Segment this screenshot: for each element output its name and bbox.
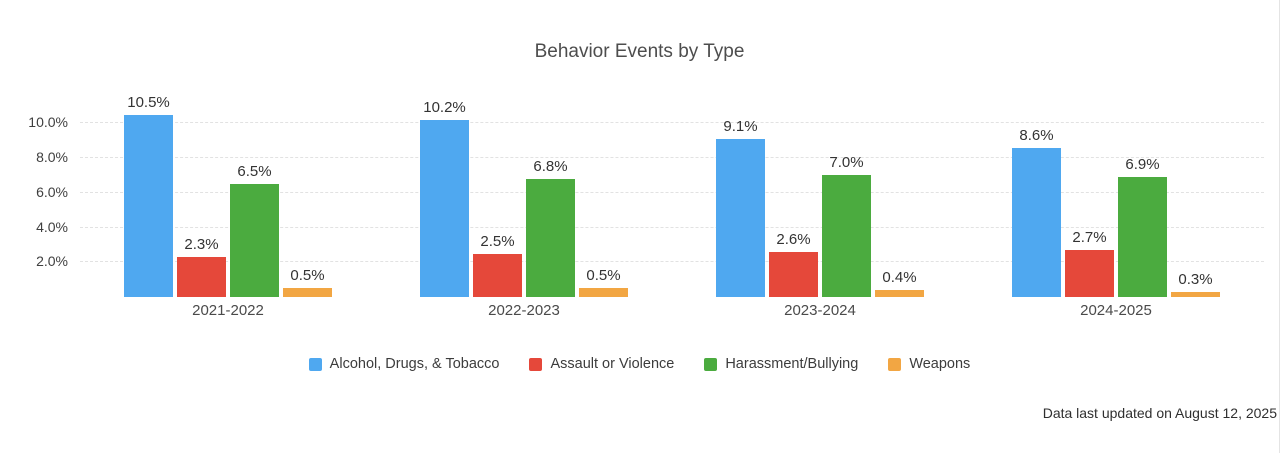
- x-axis-category-label: 2021-2022: [192, 302, 264, 319]
- bar-weapons[interactable]: 0.3%: [1171, 271, 1220, 297]
- bar-value-label: 2.6%: [776, 230, 811, 248]
- bar-group-2023-2024: 9.1% 2.6% 7.0% 0.4%: [672, 85, 968, 297]
- y-axis-tick-label: 4.0%: [36, 218, 68, 235]
- y-axis-tick-label: 6.0%: [36, 183, 68, 200]
- bar-harassment-bullying[interactable]: 6.9%: [1118, 156, 1167, 297]
- bar-value-label: 2.5%: [480, 232, 515, 250]
- bar-value-label: 10.5%: [127, 93, 170, 111]
- bar-alcohol-drugs-tobacco[interactable]: 9.1%: [716, 118, 765, 297]
- legend-swatch-icon: [704, 357, 718, 371]
- bar-harassment-bullying[interactable]: 6.8%: [526, 158, 575, 297]
- bar-alcohol-drugs-tobacco[interactable]: 10.2%: [420, 99, 469, 297]
- bar-cluster: 10.5% 2.3% 6.5% 0.5%: [124, 85, 332, 297]
- legend-swatch-icon: [308, 357, 322, 371]
- bar-value-label: 0.5%: [586, 267, 621, 285]
- gridline: 2.0%: [36, 253, 1264, 269]
- bar-value-label: 6.9%: [1125, 156, 1160, 174]
- bar-value-label: 2.7%: [1072, 229, 1107, 247]
- footer-note: Data last updated on August 12, 2025: [1042, 405, 1277, 421]
- bars-layer: 10.5% 2.3% 6.5% 0.5% 10.2% 2.5% 6.8% 0.5% 9.1% 2.…: [80, 85, 1264, 297]
- legend-swatch-icon: [888, 357, 902, 371]
- legend-label: Harassment/Bullying: [725, 356, 859, 372]
- bar-alcohol-drugs-tobacco[interactable]: 8.6%: [1012, 127, 1061, 297]
- bar-assault-or-violence[interactable]: 2.7%: [1065, 229, 1114, 297]
- gridline: 6.0%: [36, 184, 1264, 200]
- legend-label: Assault or Violence: [550, 356, 675, 372]
- bar-value-label: 10.2%: [423, 98, 466, 116]
- legend-label: Alcohol, Drugs, & Tobacco: [329, 356, 500, 372]
- x-axis-category-label: 2022-2023: [488, 302, 560, 319]
- bar-group-2021-2022: 10.5% 2.3% 6.5% 0.5%: [80, 85, 376, 297]
- bar-group-2024-2025: 8.6% 2.7% 6.9% 0.3%: [968, 85, 1264, 297]
- bar-value-label: 9.1%: [723, 117, 758, 135]
- bar-cluster: 10.2% 2.5% 6.8% 0.5%: [420, 85, 628, 297]
- bar-value-label: 2.3%: [184, 236, 219, 254]
- legend-item-weapons[interactable]: Weapons: [888, 356, 970, 372]
- gridline: 4.0%: [36, 219, 1264, 235]
- bar-value-label: 7.0%: [829, 154, 864, 172]
- x-axis-category-label: 2023-2024: [784, 302, 856, 319]
- bar-assault-or-violence[interactable]: 2.6%: [769, 231, 818, 297]
- bar-weapons[interactable]: 0.4%: [875, 269, 924, 297]
- gridline: 8.0%: [36, 149, 1264, 165]
- y-axis-tick-label: 2.0%: [36, 253, 68, 270]
- bar-value-label: 0.4%: [882, 269, 917, 287]
- bar-alcohol-drugs-tobacco[interactable]: 10.5%: [124, 94, 173, 297]
- bar-harassment-bullying[interactable]: 7.0%: [822, 154, 871, 297]
- bar-value-label: 0.3%: [1178, 270, 1213, 288]
- chart-title: Behavior Events by Type: [534, 41, 745, 62]
- bar-value-label: 6.8%: [533, 157, 568, 175]
- bar-assault-or-violence[interactable]: 2.5%: [473, 233, 522, 297]
- y-axis-tick-label: 8.0%: [36, 148, 68, 165]
- plot-area: 2.0% 4.0% 6.0% 8.0% 10.0% 10.5% 2.3% 6.5% 0.5% 1…: [28, 85, 1264, 297]
- bar-value-label: 0.5%: [290, 267, 325, 285]
- x-axis: 2021-2022 2022-2023 2023-2024 2024-2025: [80, 302, 1264, 319]
- bar-group-2022-2023: 10.2% 2.5% 6.8% 0.5%: [376, 85, 672, 297]
- legend-item-alcohol-drugs-tobacco[interactable]: Alcohol, Drugs, & Tobacco: [308, 356, 500, 372]
- bar-cluster: 8.6% 2.7% 6.9% 0.3%: [1012, 85, 1220, 297]
- x-axis-category-label: 2024-2025: [1080, 302, 1152, 319]
- bar-weapons[interactable]: 0.5%: [283, 267, 332, 297]
- bar-harassment-bullying[interactable]: 6.5%: [230, 163, 279, 297]
- bar-weapons[interactable]: 0.5%: [579, 267, 628, 297]
- gridline: 10.0%: [28, 114, 1264, 130]
- y-axis-tick-label: 10.0%: [28, 114, 68, 131]
- legend-item-harassment-bullying[interactable]: Harassment/Bullying: [704, 356, 858, 372]
- bar-cluster: 9.1% 2.6% 7.0% 0.4%: [716, 85, 924, 297]
- bar-value-label: 8.6%: [1019, 126, 1054, 144]
- legend-item-assault-or-violence[interactable]: Assault or Violence: [529, 356, 674, 372]
- legend: Alcohol, Drugs, & Tobacco Assault or Viol…: [0, 356, 1279, 372]
- bar-assault-or-violence[interactable]: 2.3%: [177, 236, 226, 297]
- bar-value-label: 6.5%: [237, 163, 272, 181]
- legend-label: Weapons: [909, 356, 971, 372]
- legend-swatch-icon: [529, 357, 543, 371]
